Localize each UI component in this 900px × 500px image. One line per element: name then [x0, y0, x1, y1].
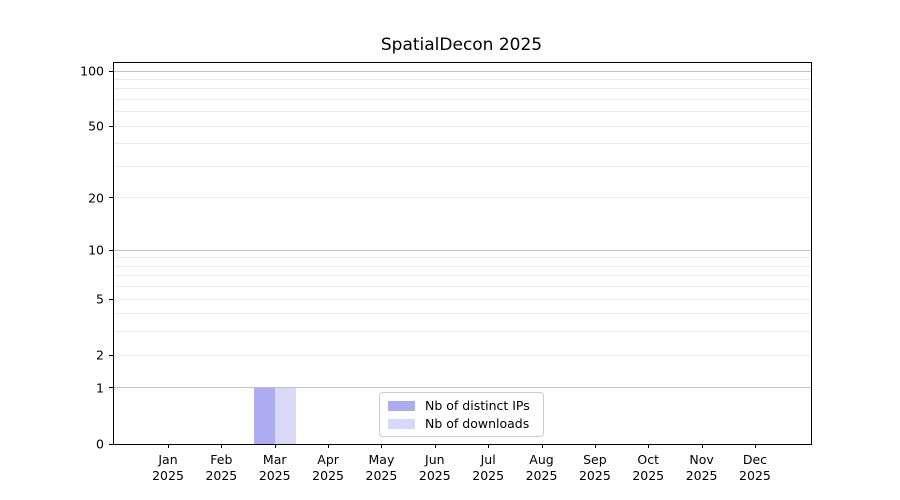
legend-label: Nb of distinct IPs	[425, 398, 530, 413]
x-tick-label: Apr 2025	[312, 452, 344, 483]
x-tick-mark	[701, 444, 703, 448]
chart-title: SpatialDecon 2025	[380, 35, 543, 55]
x-tick-label: Nov 2025	[685, 452, 718, 483]
minor-gridline	[114, 265, 811, 267]
minor-gridline	[114, 143, 811, 145]
x-tick-mark	[648, 444, 650, 448]
x-tick-mark	[488, 444, 490, 448]
minor-gridline	[114, 165, 811, 167]
minor-gridline	[114, 125, 811, 127]
x-tick-mark	[434, 444, 436, 448]
major-gridline	[114, 249, 811, 251]
legend: Nb of distinct IPs Nb of downloads	[379, 392, 544, 437]
y-tick-label: 1	[96, 380, 104, 396]
x-tick-mark	[754, 444, 756, 448]
major-gridline	[114, 70, 811, 72]
x-tick-mark	[274, 444, 276, 448]
legend-label: Nb of downloads	[425, 416, 530, 431]
x-tick-label: Sep 2025	[578, 452, 611, 483]
minor-gridline	[114, 111, 811, 113]
y-tick-label: 5	[96, 291, 104, 307]
major-gridline	[114, 387, 811, 389]
y-tick-mark	[109, 298, 114, 300]
y-tick-mark	[109, 249, 114, 251]
y-tick-label: 0	[96, 436, 104, 452]
bar-nb-of-downloads	[274, 387, 296, 444]
y-tick-label: 10	[88, 242, 104, 258]
legend-swatch	[388, 400, 415, 411]
minor-gridline	[114, 286, 811, 288]
legend-item: Nb of downloads	[388, 416, 535, 431]
y-tick-label: 50	[88, 118, 104, 134]
x-tick-label: Jan 2025	[152, 452, 184, 483]
x-tick-label: Mar 2025	[258, 452, 291, 483]
legend-item: Nb of distinct IPs	[388, 398, 535, 413]
minor-gridline	[114, 275, 811, 277]
minor-gridline	[114, 197, 811, 199]
x-tick-mark	[221, 444, 223, 448]
x-tick-label: Feb 2025	[205, 452, 238, 483]
minor-gridline	[114, 354, 811, 356]
x-tick-label: Dec 2025	[739, 452, 771, 483]
x-tick-mark	[381, 444, 383, 448]
y-tick-mark	[109, 443, 114, 445]
y-tick-mark	[109, 197, 114, 199]
y-tick-label: 20	[88, 190, 104, 206]
bar-nb-of-distinct-ips	[253, 387, 275, 444]
legend-swatch	[388, 418, 415, 429]
minor-gridline	[114, 313, 811, 315]
minor-gridline	[114, 78, 811, 80]
minor-gridline	[114, 257, 811, 259]
minor-gridline	[114, 331, 811, 333]
x-tick-mark	[168, 444, 169, 448]
x-tick-mark	[328, 444, 330, 448]
y-tick-mark	[109, 125, 114, 127]
x-tick-label: Jun 2025	[418, 452, 451, 483]
plot-area: Nb of distinct IPs Nb of downloads 0 1 2 5 10…	[80, 62, 812, 483]
x-tick-label: Jul 2025	[472, 452, 505, 483]
x-tick-mark	[594, 444, 596, 448]
minor-gridline	[114, 298, 811, 300]
y-tick-mark	[109, 70, 114, 72]
y-tick-mark	[109, 387, 114, 389]
y-tick-label: 2	[96, 347, 104, 363]
y-tick-mark	[109, 354, 114, 356]
x-tick-label: Aug 2025	[525, 452, 558, 483]
y-tick-label: 100	[80, 63, 104, 79]
minor-gridline	[114, 98, 811, 100]
x-tick-mark	[541, 444, 543, 448]
minor-gridline	[114, 88, 811, 90]
x-tick-label: Oct 2025	[632, 452, 665, 483]
x-tick-label: May 2025	[365, 452, 398, 483]
